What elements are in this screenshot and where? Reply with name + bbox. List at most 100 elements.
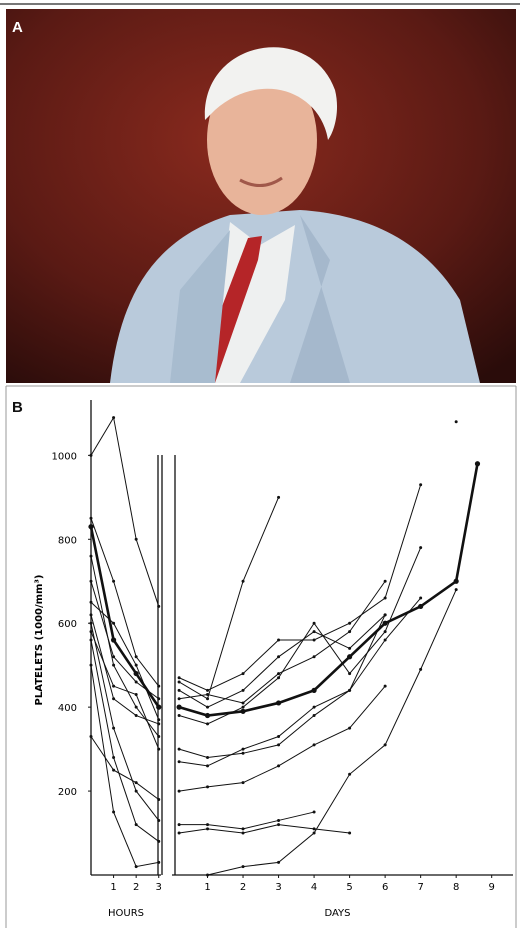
data-line bbox=[90, 416, 160, 607]
data-point bbox=[383, 613, 387, 617]
data-point bbox=[348, 772, 352, 776]
x-tick-label: 1 bbox=[204, 882, 210, 893]
data-line bbox=[179, 597, 422, 767]
data-point bbox=[383, 596, 387, 600]
data-point bbox=[348, 726, 352, 730]
data-point bbox=[241, 701, 245, 705]
data-point bbox=[157, 839, 161, 843]
data-point bbox=[453, 578, 459, 584]
data-point bbox=[348, 646, 352, 650]
data-point bbox=[311, 687, 317, 693]
data-line bbox=[178, 497, 280, 700]
data-point bbox=[177, 747, 181, 751]
data-point bbox=[89, 579, 93, 583]
data-point bbox=[241, 827, 245, 831]
data-point bbox=[112, 663, 116, 667]
data-point bbox=[277, 743, 281, 747]
data-point bbox=[312, 655, 316, 659]
data-point bbox=[134, 781, 138, 785]
data-point bbox=[275, 700, 282, 706]
data-line bbox=[90, 623, 160, 821]
data-point bbox=[112, 655, 116, 659]
data-point bbox=[383, 743, 387, 747]
data-point bbox=[112, 756, 116, 759]
data-point bbox=[89, 613, 93, 617]
data-line bbox=[90, 736, 160, 800]
y-tick-label: 200 bbox=[58, 787, 77, 798]
data-line bbox=[90, 631, 160, 750]
data-line bbox=[179, 824, 350, 834]
data-point bbox=[348, 672, 352, 676]
data-point bbox=[89, 453, 93, 457]
data-point bbox=[277, 764, 281, 768]
data-point bbox=[206, 693, 210, 697]
data-point bbox=[157, 860, 161, 864]
data-point bbox=[157, 735, 161, 739]
x-tick-label: 2 bbox=[133, 882, 139, 893]
data-point bbox=[419, 667, 423, 671]
data-point bbox=[206, 722, 210, 726]
data-point bbox=[277, 672, 281, 676]
data-point bbox=[383, 684, 387, 688]
data-point bbox=[383, 638, 387, 642]
data-line bbox=[179, 422, 456, 758]
data-point bbox=[241, 751, 245, 755]
data-point bbox=[134, 823, 138, 827]
data-point bbox=[157, 722, 161, 726]
data-line bbox=[90, 665, 159, 868]
data-point bbox=[134, 714, 138, 718]
data-point bbox=[89, 663, 93, 667]
data-point bbox=[277, 495, 281, 499]
data-point bbox=[241, 672, 245, 676]
data-point bbox=[382, 620, 388, 626]
data-line bbox=[90, 639, 160, 842]
data-point bbox=[157, 718, 161, 722]
x-axis-title: HOURS bbox=[108, 908, 144, 919]
data-point bbox=[312, 831, 316, 835]
data-point bbox=[241, 781, 245, 785]
data-point bbox=[206, 764, 210, 768]
data-point bbox=[241, 865, 245, 869]
data-point bbox=[89, 516, 93, 520]
data-point bbox=[157, 818, 161, 822]
data-point bbox=[312, 630, 316, 634]
x-tick-label: 9 bbox=[489, 882, 495, 893]
data-point bbox=[241, 747, 245, 751]
data-point bbox=[240, 708, 246, 714]
panel-label: B bbox=[12, 399, 23, 416]
data-point bbox=[89, 554, 93, 558]
data-point bbox=[134, 705, 138, 709]
data-point bbox=[112, 697, 116, 701]
data-point bbox=[348, 831, 352, 835]
data-point bbox=[112, 579, 116, 583]
data-line bbox=[178, 614, 386, 708]
data-point bbox=[177, 714, 181, 718]
data-point bbox=[89, 621, 93, 625]
data-point bbox=[88, 524, 94, 530]
data-point bbox=[112, 810, 116, 814]
x-tick-label: 3 bbox=[275, 882, 281, 893]
data-point bbox=[157, 604, 161, 608]
data-point bbox=[177, 789, 181, 793]
data-point bbox=[312, 810, 316, 814]
data-line bbox=[178, 547, 422, 725]
data-point bbox=[112, 768, 116, 772]
data-point bbox=[206, 827, 210, 831]
data-line bbox=[207, 589, 457, 876]
x-tick-label: 7 bbox=[417, 882, 423, 893]
data-point bbox=[134, 680, 138, 684]
data-line bbox=[90, 581, 160, 700]
data-point bbox=[134, 663, 138, 667]
data-point bbox=[277, 823, 281, 827]
data-point bbox=[241, 579, 245, 583]
data-point bbox=[177, 688, 181, 692]
data-point bbox=[277, 735, 281, 739]
data-point bbox=[347, 654, 353, 660]
data-point bbox=[112, 726, 116, 730]
x-axis-title: DAYS bbox=[324, 908, 350, 919]
data-point bbox=[241, 688, 245, 692]
data-point bbox=[241, 705, 245, 709]
data-point bbox=[312, 621, 316, 625]
